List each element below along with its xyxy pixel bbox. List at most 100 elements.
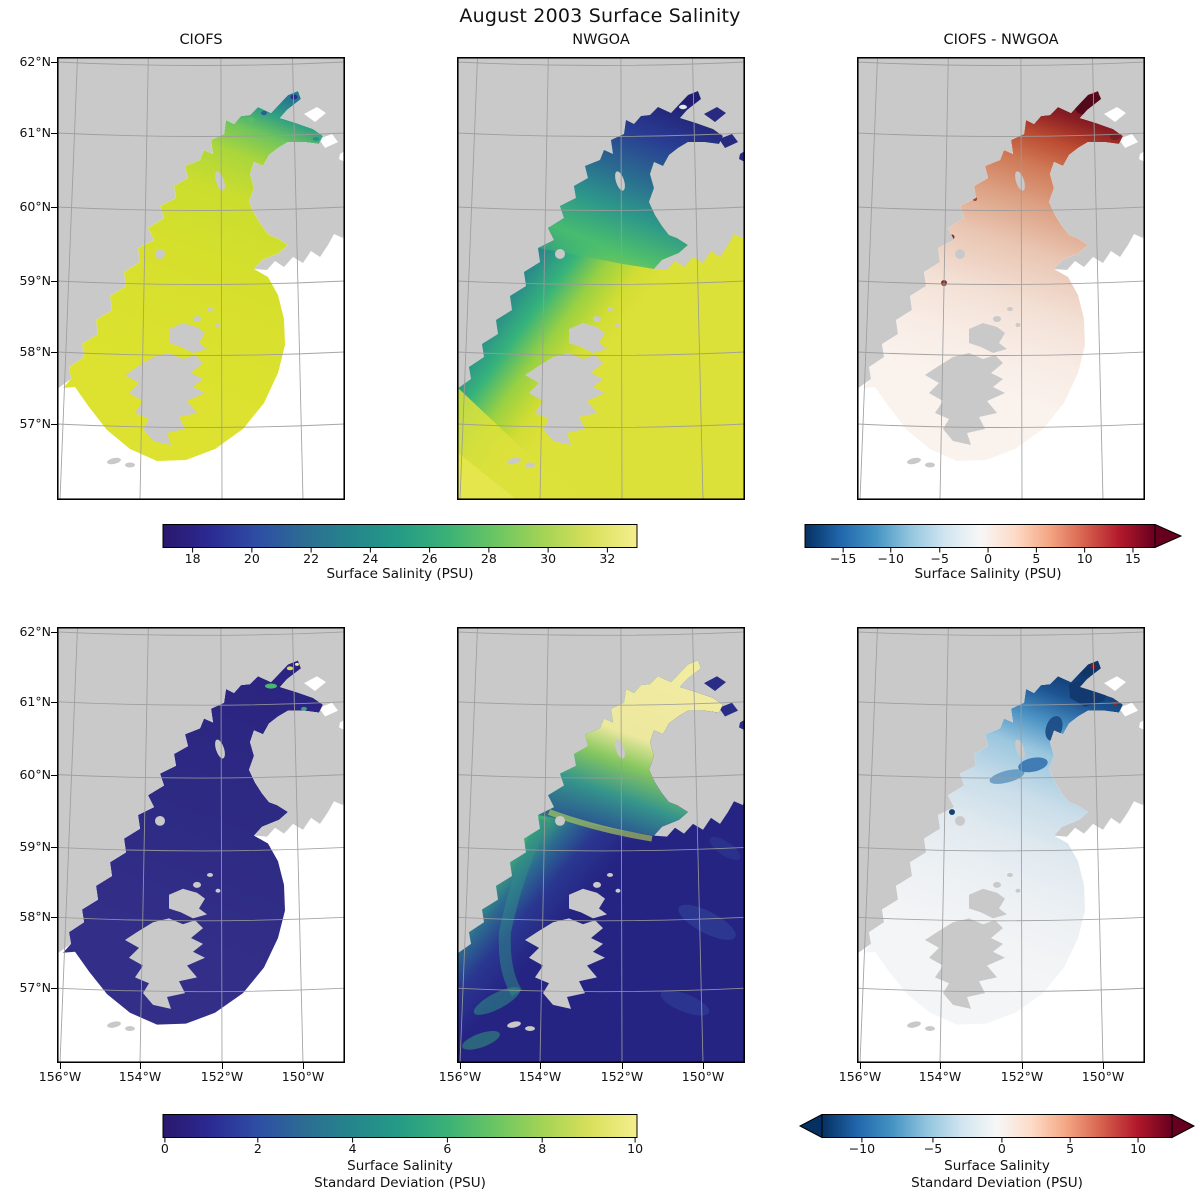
lat-tickmark <box>51 352 57 353</box>
kodiak-island <box>525 918 605 1009</box>
panel-diff-sal: CIOFS - NWGOA <box>857 32 1145 500</box>
lat-tick-label: 58°N <box>19 344 51 359</box>
colorbar-salinity-diff <box>804 523 1183 553</box>
ocean <box>457 660 745 1063</box>
colorbar-tick-label: 15 <box>1124 551 1141 566</box>
graticule <box>857 57 1145 500</box>
colorbar-tick-label: 5 <box>1066 1141 1075 1156</box>
lon-tickmark <box>60 1063 61 1069</box>
lat-tick-label: 57°N <box>19 416 51 431</box>
colorbar-tick-label: 10 <box>1076 551 1093 566</box>
graticule <box>457 57 745 500</box>
lon-tickmark <box>860 1063 861 1069</box>
colorbar-extend-max-arrow <box>1171 1113 1196 1139</box>
colorbar-tick-label: −15 <box>829 551 857 566</box>
kalgin-island <box>615 171 625 191</box>
map-frame <box>57 627 345 1063</box>
lat-tick-label: 60°N <box>19 766 51 782</box>
colorbar-tick-label: 28 <box>480 551 497 566</box>
lat-tick-label: 60°N <box>19 199 51 214</box>
kodiak-island <box>925 918 1005 1009</box>
colorbar-tick-label: 20 <box>243 551 260 566</box>
kalgin-island <box>215 739 225 759</box>
augustine-island <box>155 249 165 259</box>
ocean <box>457 91 745 500</box>
lat-tickmark <box>51 917 57 919</box>
panel-title: NWGOA <box>572 32 630 48</box>
lat-tickmark <box>51 774 57 776</box>
colorbar-holder <box>775 523 1185 554</box>
colorbar-holder <box>133 1114 667 1144</box>
lat-tickmark <box>51 847 57 849</box>
afognak-island <box>569 888 607 919</box>
map-frame <box>857 57 1145 500</box>
colorbar-axis-label: Surface Salinity (PSU) <box>326 566 474 582</box>
graticule <box>57 627 345 1063</box>
lon-tick-label: 152°W <box>600 1069 644 1084</box>
colorbar-holder <box>792 1113 1200 1144</box>
colorbar-tick-label: 22 <box>303 551 320 566</box>
colorbar-tick-label: 8 <box>538 1141 547 1156</box>
augustine-island <box>555 815 565 826</box>
model-domain <box>63 91 323 461</box>
colorbar-tick-label: 26 <box>421 551 438 566</box>
colorbar-axis-label: Surface Salinity <box>944 1158 1050 1174</box>
lat-tick-label: 59°N <box>19 839 51 855</box>
panel-nwgoa-sal: NWGOA <box>457 32 745 500</box>
lat-tickmark <box>51 62 57 63</box>
colorbar-axis-label: Surface Salinity (PSU) <box>914 566 1062 582</box>
colorbar-tick-label: −10 <box>848 1141 876 1156</box>
afognak-island <box>169 888 207 919</box>
lat-tick-label: 61°N <box>19 693 51 709</box>
afognak-island <box>969 888 1007 919</box>
model-domain <box>863 660 1123 1025</box>
colorbar-tick-label: 10 <box>1130 1141 1146 1156</box>
trinity-islands <box>907 457 921 465</box>
trinity-islands <box>107 1021 121 1028</box>
map-frame <box>457 57 745 500</box>
colorbar-axis-label: Standard Deviation (PSU) <box>911 1175 1083 1191</box>
panel-title: CIOFS <box>179 32 223 48</box>
islands <box>107 171 225 468</box>
kalgin-island <box>215 171 225 191</box>
lat-tick-label: 58°N <box>19 909 51 925</box>
map-diff-sal <box>857 57 1145 500</box>
lat-tickmark <box>51 133 57 134</box>
lat-tickmark <box>51 701 57 703</box>
colorbar-tick-label: −10 <box>877 551 904 566</box>
kodiak-island <box>125 353 205 445</box>
lat-tick-label: 62°N <box>19 623 51 639</box>
lat-tickmark <box>51 631 57 633</box>
lon-tickmark <box>460 1063 461 1069</box>
lon-tick-label: 150°W <box>1081 1069 1125 1084</box>
trinity-islands <box>507 457 521 465</box>
graticule <box>857 627 1145 1063</box>
map-ciofs-std <box>57 627 345 1063</box>
graticule <box>57 57 345 500</box>
colorbar-tick-label: 4 <box>348 1141 357 1156</box>
panel-ciofs-std <box>57 627 345 1063</box>
model-domain <box>63 660 323 1025</box>
lon-tick-label: 154°W <box>518 1069 562 1084</box>
colorbar-tick-label: 10 <box>627 1141 644 1156</box>
map-frame <box>57 57 345 500</box>
lon-tick-label: 156°W <box>438 1069 482 1084</box>
lat-tick-label: 59°N <box>19 273 51 288</box>
map-frame <box>457 627 745 1063</box>
lat-tickmark <box>51 281 57 282</box>
lon-tick-label: 154°W <box>918 1069 962 1084</box>
map-nwgoa-std <box>457 627 745 1063</box>
colorbar-tick-label: 2 <box>253 1141 262 1156</box>
kodiak-island <box>925 353 1005 445</box>
kodiak-island <box>125 918 205 1009</box>
lon-tickmark <box>940 1063 941 1069</box>
graticule <box>457 627 745 1063</box>
lon-tickmark <box>1103 1063 1104 1069</box>
colorbar-tick-label: 0 <box>997 1141 1006 1156</box>
colorbar-tick-label: −5 <box>923 1141 943 1156</box>
augustine-island <box>155 815 165 826</box>
map-ciofs-sal <box>57 57 345 500</box>
lon-tick-label: 150°W <box>681 1069 725 1084</box>
colorbar-axis-label: Surface Salinity <box>347 1158 453 1174</box>
